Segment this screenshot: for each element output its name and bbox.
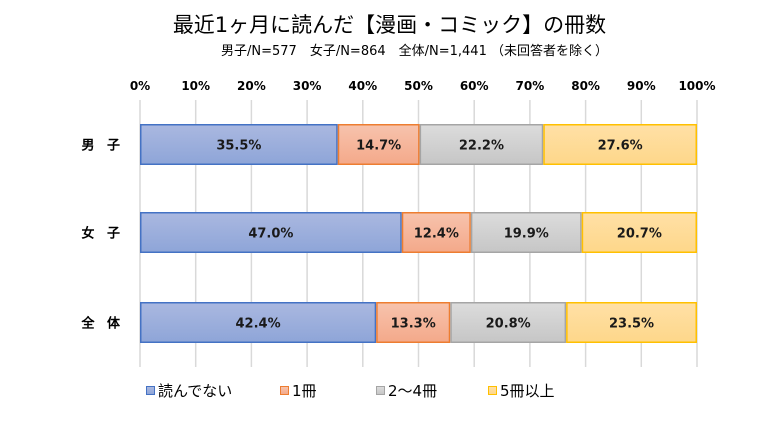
x-tick-label: 100%: [678, 79, 715, 93]
legend-item: 1冊: [280, 380, 376, 401]
legend-label: 読んでない: [158, 382, 233, 400]
data-label: 22.2%: [459, 139, 504, 154]
chart-title: 最近1ヶ月に読んだ【漫画・コミック】の冊数: [172, 13, 607, 37]
bar-segment: [376, 302, 451, 343]
data-label: 20.7%: [617, 227, 662, 242]
bar-segment: [140, 302, 377, 343]
chart-subtitle: 男子/N=577 女子/N=864 全体/N=1,441 （未回答者を除く）: [221, 44, 608, 59]
legend-item: 読んでない: [146, 380, 280, 401]
x-tick-label: 50%: [404, 79, 433, 93]
legend-swatch-icon: [280, 386, 289, 395]
data-label: 14.7%: [356, 139, 401, 154]
legend-swatch-icon: [488, 386, 497, 395]
data-label: 12.4%: [414, 227, 459, 242]
legend-label: 1冊: [292, 382, 317, 400]
bar-segment: [566, 302, 697, 343]
data-label: 27.6%: [598, 139, 643, 154]
category-label: 全 体: [80, 316, 124, 332]
data-label: 20.8%: [486, 317, 531, 332]
category-label: 男 子: [81, 139, 124, 154]
x-tick-label: 90%: [627, 79, 656, 93]
legend-swatch-icon: [146, 386, 155, 395]
data-label: 13.3%: [391, 317, 436, 332]
bar-segment: [337, 124, 420, 165]
data-label: 19.9%: [504, 227, 549, 242]
x-tick-label: 40%: [348, 79, 377, 93]
data-label: 47.0%: [248, 227, 293, 242]
bar-segment: [543, 124, 697, 165]
legend-swatch-icon: [376, 386, 385, 395]
bar-segment: [140, 212, 402, 253]
legend: 読んでない 1冊 2～4冊 5冊以上: [146, 380, 568, 401]
x-tick-label: 30%: [293, 79, 322, 93]
x-tick-label: 20%: [237, 79, 266, 93]
x-tick-label: 0%: [130, 79, 150, 93]
x-tick-label: 60%: [460, 79, 489, 93]
bar-segment: [581, 212, 697, 253]
data-label: 42.4%: [236, 317, 281, 332]
x-tick-label: 10%: [181, 79, 210, 93]
bar-segment: [401, 212, 471, 253]
legend-item: 5冊以上: [488, 380, 568, 401]
bar-segment: [140, 124, 338, 165]
bar-segment: [470, 212, 582, 253]
data-label: 23.5%: [609, 317, 654, 332]
category-label: 女 子: [81, 226, 124, 242]
bar-segment: [450, 302, 567, 343]
legend-item: 2～4冊: [376, 380, 488, 401]
bar-segment: [419, 124, 544, 165]
x-tick-label: 80%: [571, 79, 600, 93]
legend-label: 5冊以上: [500, 382, 555, 400]
x-tick-label: 70%: [516, 79, 545, 93]
legend-label: 2～4冊: [388, 382, 438, 400]
data-label: 35.5%: [216, 139, 261, 154]
